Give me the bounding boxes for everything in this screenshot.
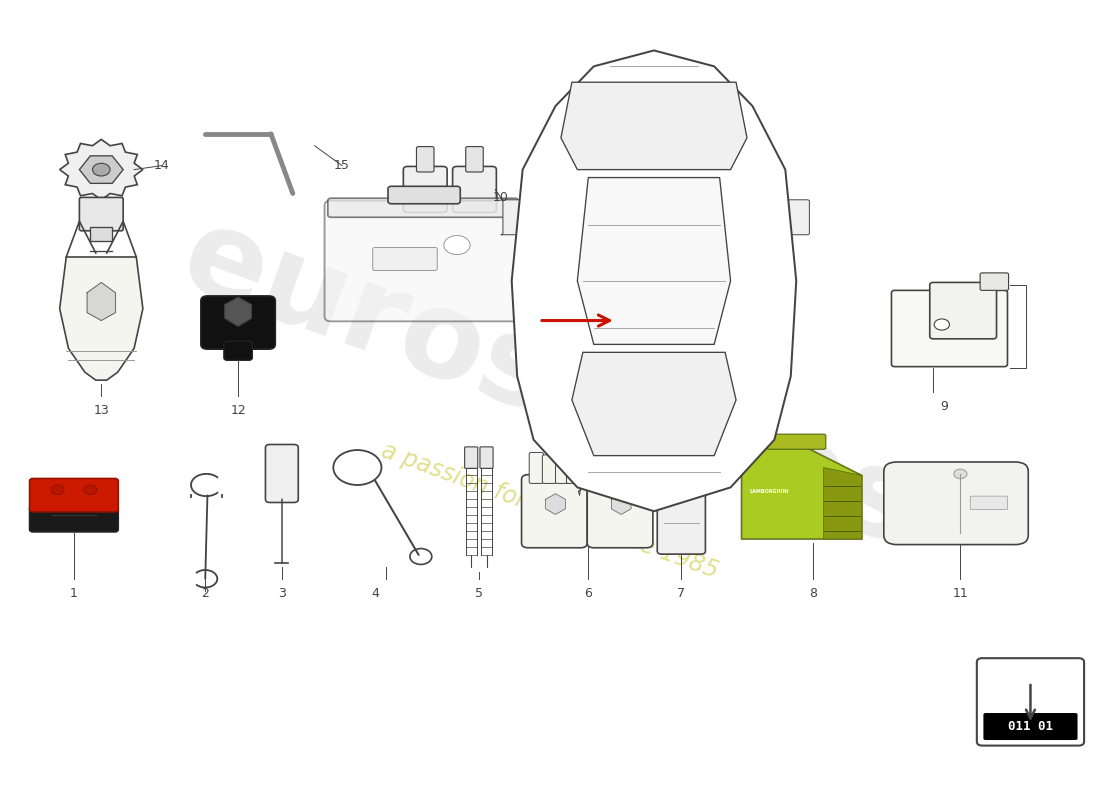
FancyBboxPatch shape [324,201,521,322]
Polygon shape [612,494,631,514]
Polygon shape [59,139,143,200]
FancyBboxPatch shape [328,198,518,218]
Circle shape [934,319,949,330]
Polygon shape [59,257,143,380]
Text: LAMBORGHINI: LAMBORGHINI [749,489,789,494]
FancyBboxPatch shape [778,200,810,234]
Polygon shape [79,156,123,183]
FancyBboxPatch shape [542,455,557,483]
Polygon shape [645,471,654,495]
FancyBboxPatch shape [632,459,647,483]
Text: 1: 1 [70,586,78,600]
Text: eurospares: eurospares [167,197,933,571]
FancyBboxPatch shape [464,447,477,468]
Text: 15: 15 [334,159,350,172]
FancyBboxPatch shape [983,713,1078,740]
Polygon shape [824,467,862,539]
FancyBboxPatch shape [30,506,118,532]
Circle shape [443,235,470,254]
FancyBboxPatch shape [891,290,1008,366]
Text: 10: 10 [493,191,508,204]
Polygon shape [572,352,736,456]
Circle shape [51,485,64,494]
FancyBboxPatch shape [480,447,493,468]
Text: 3: 3 [278,586,286,600]
FancyBboxPatch shape [556,457,570,483]
Polygon shape [87,282,116,321]
FancyBboxPatch shape [595,453,609,483]
Text: 8: 8 [808,586,816,600]
Polygon shape [512,50,796,511]
FancyBboxPatch shape [980,273,1009,290]
FancyBboxPatch shape [452,166,496,213]
FancyBboxPatch shape [608,455,623,483]
FancyBboxPatch shape [79,198,123,230]
FancyBboxPatch shape [977,658,1085,746]
FancyBboxPatch shape [883,462,1028,545]
Text: 5: 5 [475,586,483,600]
FancyBboxPatch shape [930,282,997,339]
Text: 6: 6 [584,586,592,600]
FancyBboxPatch shape [404,166,447,213]
Text: 9: 9 [940,400,948,413]
Circle shape [954,469,967,478]
FancyBboxPatch shape [767,434,826,450]
Text: 14: 14 [154,159,169,172]
FancyBboxPatch shape [669,453,693,473]
Polygon shape [578,178,730,344]
Text: 13: 13 [94,404,109,417]
Text: 2: 2 [201,586,209,600]
FancyBboxPatch shape [373,247,438,270]
FancyBboxPatch shape [621,457,636,483]
FancyBboxPatch shape [658,468,705,554]
FancyBboxPatch shape [529,453,543,483]
FancyBboxPatch shape [417,146,434,172]
FancyBboxPatch shape [388,186,460,204]
FancyBboxPatch shape [201,296,275,349]
FancyBboxPatch shape [500,200,528,234]
Polygon shape [561,82,747,170]
FancyBboxPatch shape [970,496,1008,510]
FancyBboxPatch shape [265,445,298,502]
Polygon shape [224,298,251,326]
FancyBboxPatch shape [224,342,252,360]
FancyBboxPatch shape [30,478,118,512]
FancyBboxPatch shape [587,474,653,548]
Circle shape [84,485,97,494]
Bar [90,227,112,241]
FancyBboxPatch shape [465,146,483,172]
Text: 4: 4 [371,586,378,600]
Text: 12: 12 [230,404,246,417]
Polygon shape [741,440,862,539]
FancyBboxPatch shape [668,442,694,456]
Text: 11: 11 [953,586,968,600]
Circle shape [92,163,110,176]
FancyBboxPatch shape [566,459,581,483]
FancyBboxPatch shape [521,474,587,548]
Text: a passion for parts since 1985: a passion for parts since 1985 [378,439,722,583]
Text: 7: 7 [678,586,685,600]
Polygon shape [546,494,565,514]
Text: 011 01: 011 01 [1008,720,1053,733]
Polygon shape [579,471,588,495]
